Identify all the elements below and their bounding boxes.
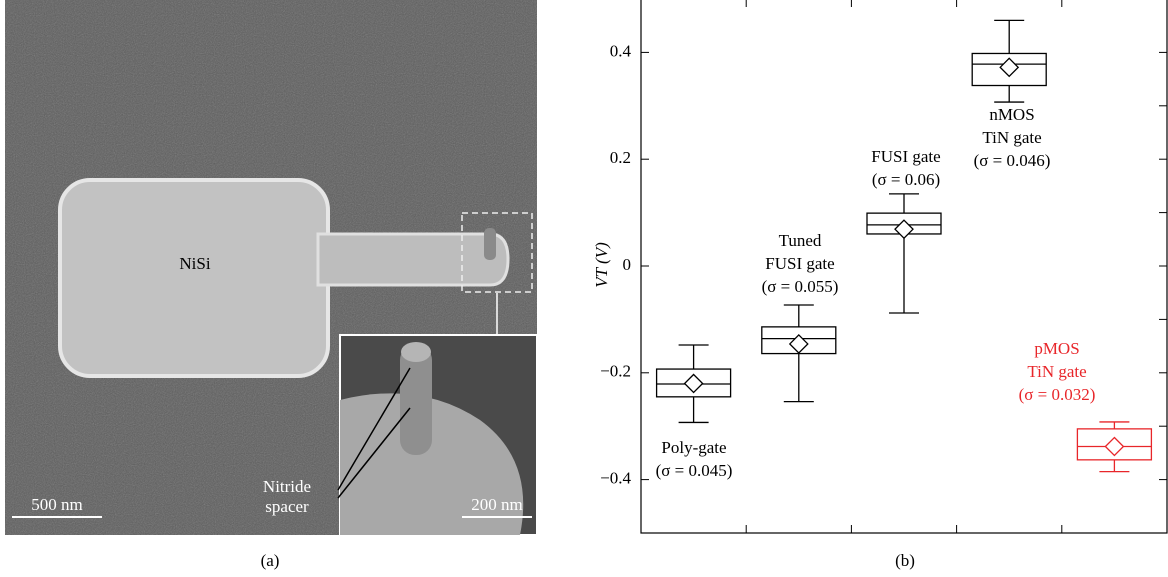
panel-label: (b) (895, 551, 915, 570)
mean-marker (999, 57, 1020, 78)
box-annotation: TiN gate (982, 128, 1041, 147)
y-tick-label: 0.2 (610, 148, 631, 167)
box-annotation: (σ = 0.032) (1019, 385, 1096, 404)
scale-bar-label: 500 nm (31, 495, 82, 514)
box-annotation: (σ = 0.06) (872, 170, 940, 189)
mean-marker (788, 334, 809, 354)
mean-marker (894, 219, 914, 240)
spacer-label: spacer (265, 497, 309, 516)
box-annotation: FUSI gate (871, 147, 940, 166)
box-annotation: Tuned (779, 231, 822, 250)
material-label: NiSi (179, 254, 210, 273)
panel-label: (a) (261, 551, 280, 570)
box-annotation: FUSI gate (765, 254, 834, 273)
y-tick-label: 0 (623, 255, 632, 274)
y-tick-label: −0.2 (600, 362, 631, 381)
box-annotation: (σ = 0.046) (974, 151, 1051, 170)
box-annotation: (σ = 0.045) (656, 461, 733, 480)
box (1076, 428, 1153, 461)
mean-marker (1104, 436, 1125, 457)
box-annotation: nMOS (989, 105, 1034, 124)
y-tick-label: 0.4 (610, 41, 632, 60)
y-tick-label: −0.4 (600, 469, 631, 488)
spacer-label: Nitride (263, 477, 311, 496)
mean-marker (683, 373, 704, 394)
box-annotation: TiN gate (1027, 362, 1086, 381)
box-annotation: (σ = 0.055) (762, 277, 839, 296)
box-annotation: pMOS (1034, 339, 1079, 358)
y-axis-label: VT (V) (592, 242, 611, 288)
box (971, 52, 1047, 87)
sem-image (5, 0, 538, 536)
scale-bar-label: 200 nm (471, 495, 522, 514)
box (655, 368, 732, 398)
box-annotation: Poly-gate (661, 438, 726, 457)
